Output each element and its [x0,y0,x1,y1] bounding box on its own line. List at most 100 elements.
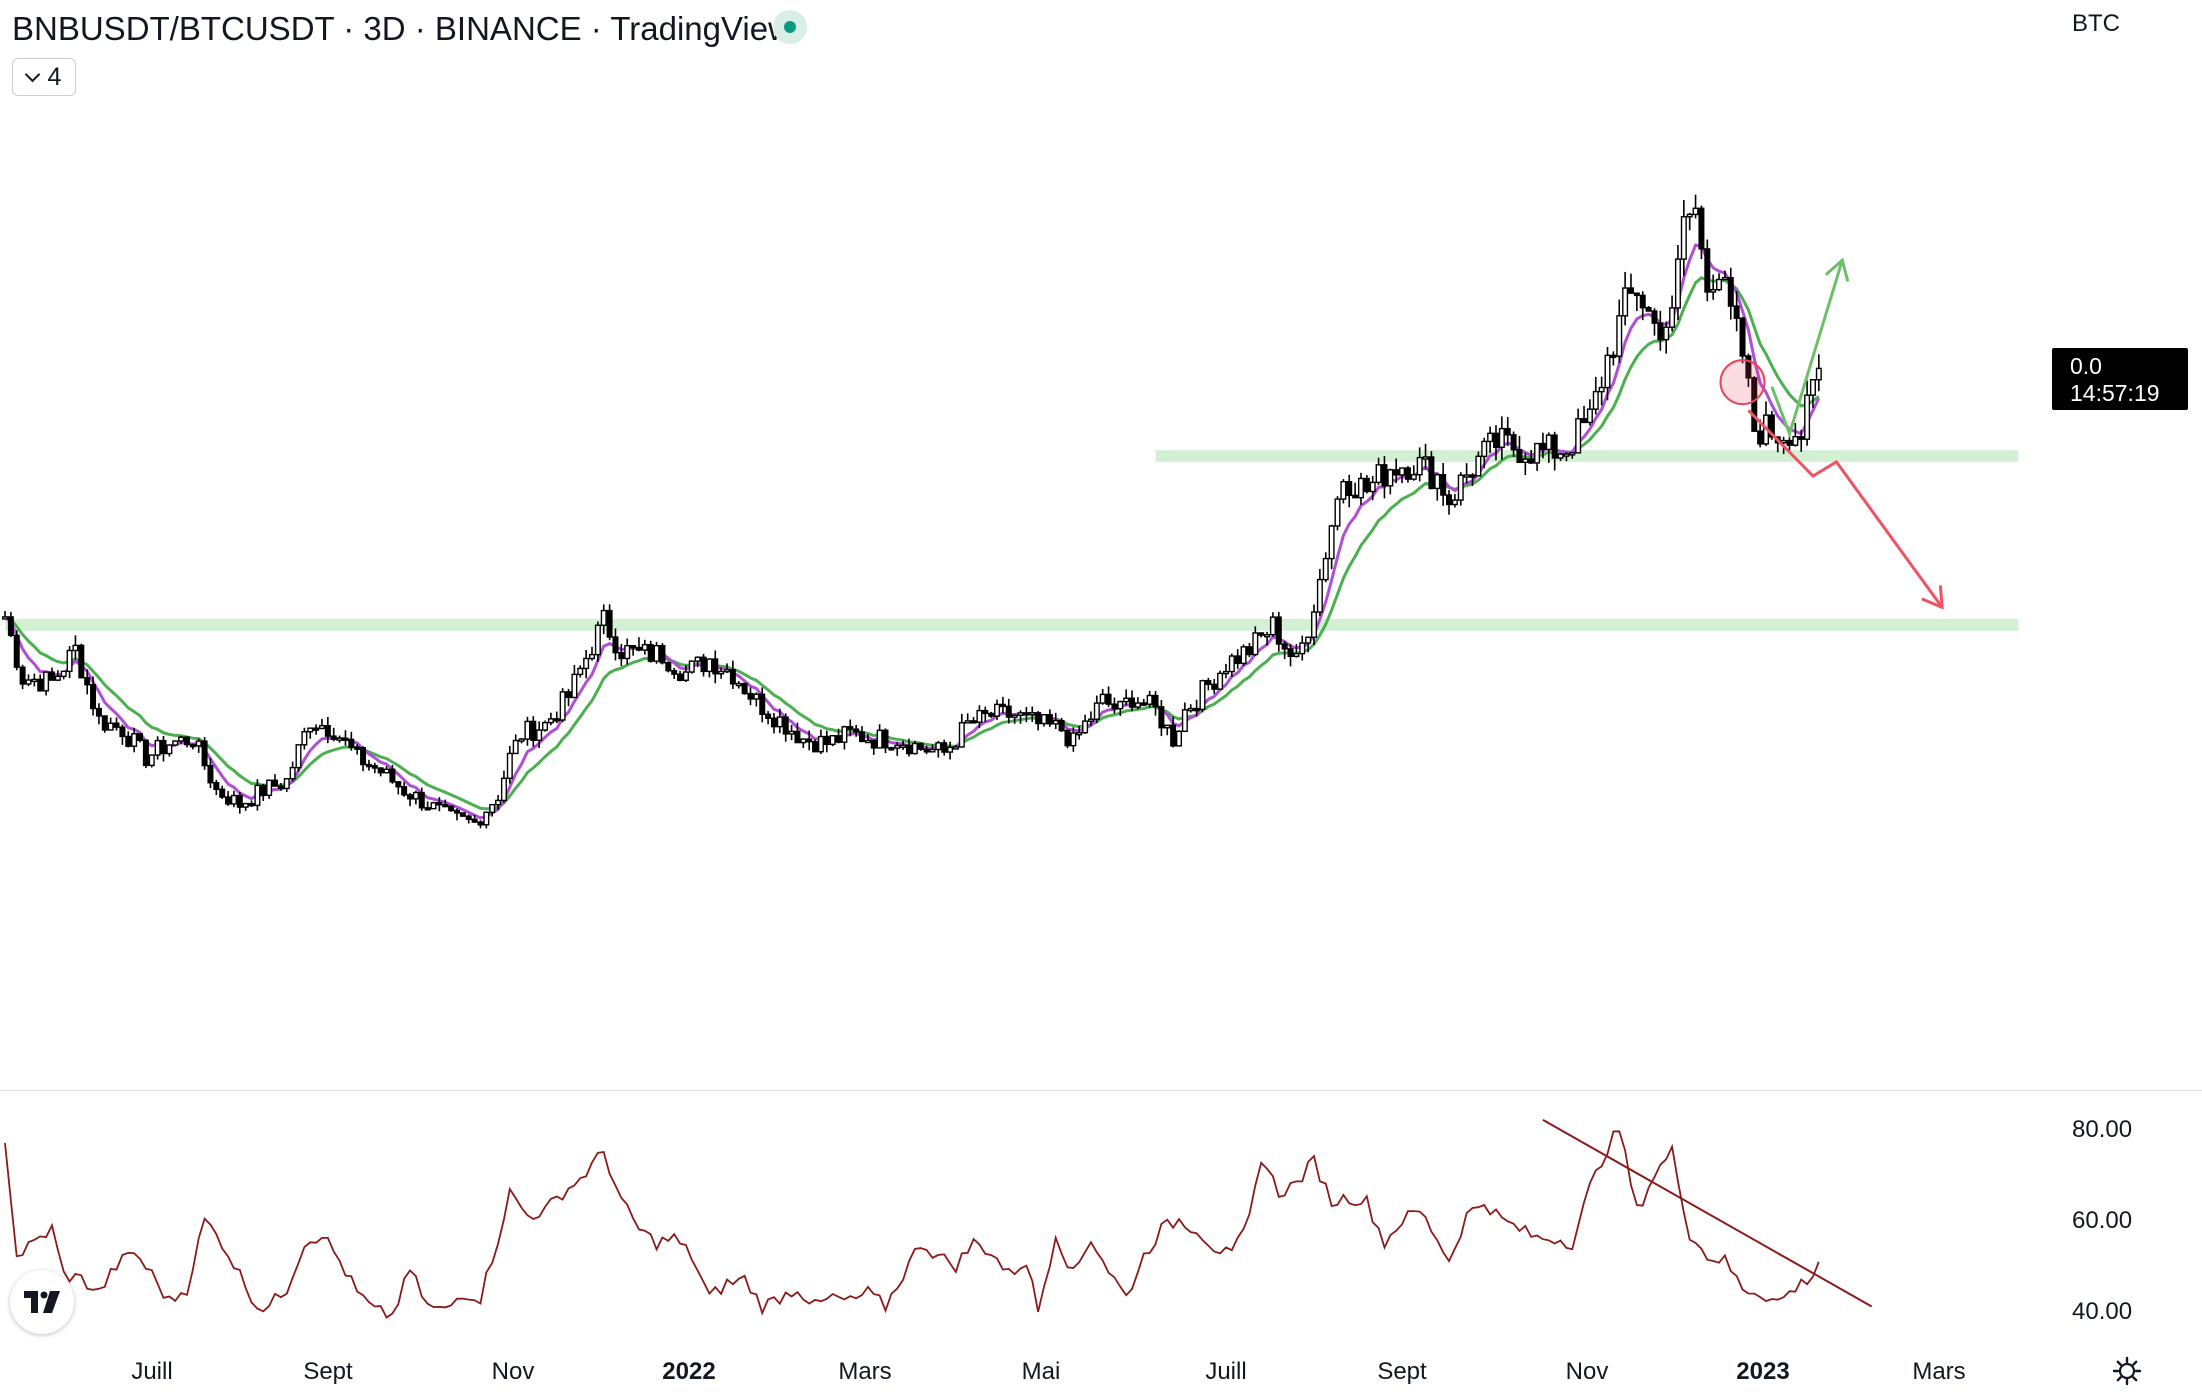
candle [1046,709,1053,727]
candle-body [1111,703,1118,710]
candle-body [600,609,607,626]
candle-body [1757,430,1764,445]
indicator-toggle-button[interactable]: 4 [12,58,76,96]
candle-body [1792,436,1799,446]
candle [1704,239,1711,302]
candle [806,730,813,751]
candle-body [1305,636,1312,644]
candle [900,740,907,750]
candle [976,705,983,729]
candle-body [371,764,378,769]
candle [694,656,701,668]
candle [1422,443,1429,470]
candle-body [137,733,144,741]
candle [1164,724,1171,736]
candle [1616,299,1623,363]
candle-body [1416,456,1423,476]
candle-body [1768,414,1775,438]
candle [453,808,460,821]
candle-body [1674,258,1681,309]
ema-slow-line [4,276,1820,811]
candle [1604,346,1611,401]
candle-body [1140,702,1147,706]
candle [594,621,601,662]
candle [107,717,114,731]
candle-body [219,788,226,798]
candle [1457,472,1464,506]
candle [536,721,543,749]
candle [753,692,760,707]
candle [84,669,91,695]
candle-body [712,658,719,675]
candle [589,646,596,661]
candle [395,781,402,795]
candle-body [1451,499,1458,506]
candle [747,687,754,706]
candle-body [729,669,736,685]
candle-body [1158,706,1165,729]
candle [48,667,55,681]
candle [1035,711,1042,731]
scenario-arrows [1719,257,1944,610]
candle [1252,626,1259,657]
candle-body [1035,712,1042,725]
candle-body [1240,646,1247,665]
candle [864,734,871,744]
candle-body [1598,386,1605,393]
candle-body [436,802,443,806]
candle [495,795,502,810]
candle [1733,291,1740,332]
candle [430,801,437,810]
candle-body [354,746,361,750]
candle-body [847,726,854,730]
candle-body [19,666,26,685]
pane-divider[interactable] [0,1090,2202,1091]
candle-body [242,802,249,808]
candle [1539,432,1546,459]
time-axis-label: Nov [491,1358,535,1385]
candle [383,766,390,774]
candle-body [841,726,848,743]
settings-gear-icon[interactable] [2112,1356,2142,1386]
tradingview-logo-icon[interactable] [10,1270,74,1334]
candle-body [583,657,590,670]
candle-body [718,670,725,675]
candle [859,726,866,743]
candle [530,716,537,748]
candle-body [31,678,38,683]
candle-body [1610,354,1617,359]
candle-body [1575,418,1582,454]
bullish-scenario-arrow [1770,259,1844,439]
candle-body [500,777,507,802]
candle [1093,695,1100,724]
candle [524,716,531,746]
candle [935,740,942,758]
candle-body [1334,498,1341,527]
candle-body [442,803,449,808]
chart-title: BNBUSDT/BTCUSDT · 3D · BINANCE · Trading… [12,10,792,47]
candle [1334,496,1341,531]
candle-body [1058,719,1065,732]
rsi-pane [4,1119,1873,1319]
candle [1680,200,1687,276]
candle-body [160,739,167,755]
candle-body [1005,705,1012,718]
candle [1463,463,1470,484]
support-zone [1155,450,2019,462]
candle [635,637,642,652]
candle-body [459,812,466,817]
candle-body [72,644,79,652]
candle-body [1281,643,1288,650]
candle [1011,714,1018,724]
highlight-marker-circle [1719,359,1766,406]
candle [1123,689,1130,706]
candle [794,722,801,744]
time-axis-label: Nov [1565,1358,1609,1385]
candle-body [823,735,830,746]
candle-body [1475,455,1482,477]
candle-body [982,709,989,715]
candle [841,725,848,750]
candle-body [342,737,349,741]
candle-body [647,643,654,662]
